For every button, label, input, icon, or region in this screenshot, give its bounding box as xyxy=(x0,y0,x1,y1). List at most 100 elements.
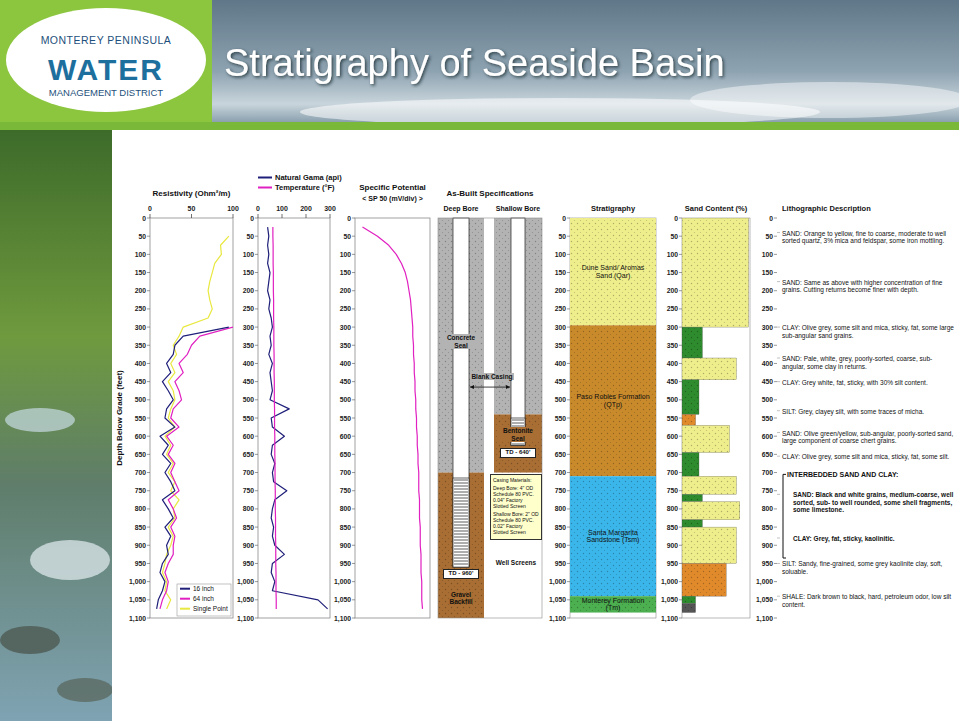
group-heading: INTERBEDDED SAND AND CLAY: xyxy=(787,471,955,479)
depth-label: 1,050 xyxy=(334,596,351,604)
depth-tick xyxy=(147,545,150,546)
depth-tick xyxy=(774,327,777,328)
depth-tick xyxy=(567,327,570,328)
depth-tick xyxy=(255,399,258,400)
strat-unit xyxy=(570,218,656,325)
depth-tick xyxy=(567,290,570,291)
td-label: TD - 640' xyxy=(500,448,536,458)
depth-label: 550 xyxy=(762,415,774,422)
depth-tick xyxy=(774,436,777,437)
depth-label: 650 xyxy=(243,451,255,458)
depth-label: 100 xyxy=(667,251,679,258)
depth-tick xyxy=(774,236,777,237)
bore-label: Bentonite Seal xyxy=(497,427,539,442)
unit-label: Santa Margarita Sandstone (Tsm) xyxy=(574,529,652,544)
depth-label: 250 xyxy=(135,305,147,312)
depth-label: 600 xyxy=(135,433,147,440)
depth-label: 400 xyxy=(340,360,352,367)
screen-slot xyxy=(454,483,468,484)
depth-tick xyxy=(147,418,150,419)
depth-tick xyxy=(255,490,258,491)
texture xyxy=(682,527,736,563)
depth-tick xyxy=(567,363,570,364)
depth-label: 550 xyxy=(340,415,352,422)
description: CLAY: Grey white, fat, sticky, with 30% … xyxy=(782,379,955,387)
depth-label: 1,100 xyxy=(334,615,351,623)
screen-slot xyxy=(512,432,524,433)
depth-tick xyxy=(567,454,570,455)
description: CLAY: Olive grey, some silt and mica, st… xyxy=(782,324,955,339)
depth-label: 150 xyxy=(667,269,679,276)
depth-label: 850 xyxy=(667,524,679,531)
depth-label: 450 xyxy=(243,378,255,385)
description: SAND: Olive green/yellow, sub-angular, p… xyxy=(782,430,955,445)
depth-tick xyxy=(352,345,355,346)
depth-tick xyxy=(774,563,777,564)
depth-label: 300 xyxy=(243,324,255,331)
screen-slot xyxy=(454,522,468,523)
depth-tick xyxy=(774,472,777,473)
depth-tick xyxy=(679,436,682,437)
depth-label: 250 xyxy=(762,305,774,312)
screen-slot xyxy=(512,438,524,439)
depth-label: 650 xyxy=(667,451,679,458)
legend: 16 inch64 inchSingle Point xyxy=(177,584,231,616)
depth-label: 650 xyxy=(135,451,147,458)
depth-tick xyxy=(255,436,258,437)
depth-tick xyxy=(255,508,258,509)
depth-tick xyxy=(774,308,777,309)
depth-label: 900 xyxy=(340,542,352,549)
depth-label: 350 xyxy=(243,342,255,349)
depth-label: 0 xyxy=(562,215,566,222)
texture xyxy=(570,476,656,596)
depth-label: 1,000 xyxy=(661,578,678,586)
depth-tick xyxy=(774,454,777,455)
depth-tick xyxy=(679,490,682,491)
depth-label: 300 xyxy=(340,324,352,331)
depth-label: 0 xyxy=(347,215,351,222)
depth-label: 700 xyxy=(243,469,255,476)
entry-marker xyxy=(777,596,780,597)
depth-label: 450 xyxy=(667,378,679,385)
depth-label: 450 xyxy=(135,378,147,385)
arrow xyxy=(470,387,510,388)
depth-label: 850 xyxy=(340,524,352,531)
depth-label: 1,000 xyxy=(129,578,146,586)
depth-label: 400 xyxy=(555,360,567,367)
depth-label: 50 xyxy=(343,233,351,240)
screen-slot xyxy=(454,489,468,490)
depth-tick xyxy=(147,290,150,291)
depth-tick xyxy=(147,599,150,600)
legend-label: Natural Gama (api) xyxy=(275,173,342,182)
screen-slot xyxy=(454,543,468,544)
depth-tick xyxy=(352,254,355,255)
sand-bar xyxy=(682,603,696,612)
depth-label: 150 xyxy=(135,269,147,276)
x-tick xyxy=(233,214,234,218)
bore-label: Gravel Backfill xyxy=(440,591,482,606)
casing-materials-line: Shallow Bore: 2" OD Schedule 80 PVC. 0.0… xyxy=(493,511,539,535)
depth-tick xyxy=(567,272,570,273)
casing-materials-line: Deep Bore: 4" OD Schedule 80 PVC. 0.04" … xyxy=(493,485,539,509)
texture xyxy=(682,218,749,327)
depth-label: 500 xyxy=(135,396,147,403)
depth-tick xyxy=(147,345,150,346)
sand-bar xyxy=(682,563,726,596)
depth-label: 50 xyxy=(558,233,566,240)
depth-label: 900 xyxy=(243,542,255,549)
depth-tick xyxy=(147,527,150,528)
depth-label: 950 xyxy=(667,560,679,567)
depth-tick xyxy=(255,218,258,219)
depth-tick xyxy=(567,618,570,619)
depth-label: 400 xyxy=(667,360,679,367)
depth-tick xyxy=(774,418,777,419)
depth-label: 1,050 xyxy=(661,596,678,604)
depth-label: 200 xyxy=(762,287,774,294)
depth-tick xyxy=(567,508,570,509)
texture xyxy=(682,520,702,527)
depth-label: 50 xyxy=(246,233,254,240)
depth-tick xyxy=(679,345,682,346)
depth-label: 150 xyxy=(555,269,567,276)
texture xyxy=(682,327,702,358)
depth-label: 650 xyxy=(762,451,774,458)
